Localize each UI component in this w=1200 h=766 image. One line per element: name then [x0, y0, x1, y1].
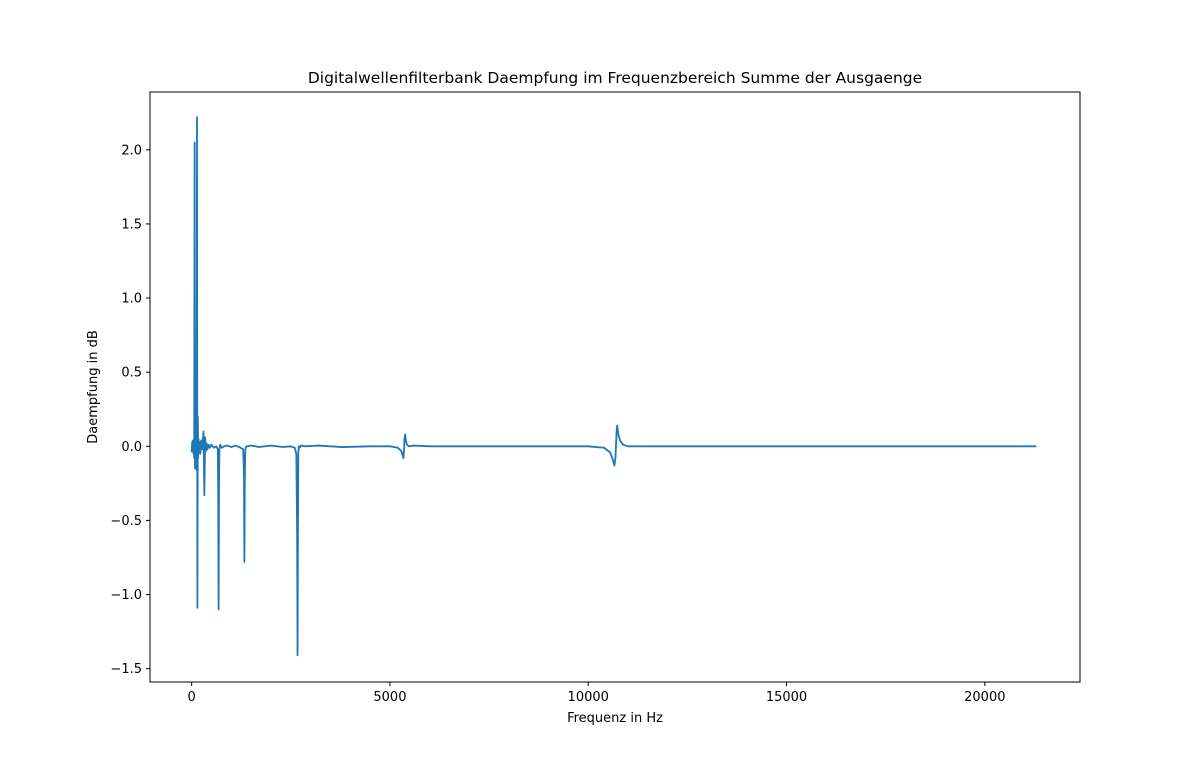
x-tick-label: 0 — [188, 690, 196, 705]
plot-area — [190, 116, 1037, 657]
y-tick-label: 0.0 — [121, 440, 142, 455]
x-axis: 0 5000 10000 15000 20000 — [188, 682, 1005, 705]
y-axis: −1.5 −1.0 −0.5 0.0 0.5 1.0 1.5 2.0 — [110, 143, 150, 677]
chart-title: Digitalwellenfilterbank Daempfung im Fre… — [308, 69, 922, 87]
x-tick-label: 5000 — [373, 690, 406, 705]
x-axis-label: Frequenz in Hz — [567, 711, 663, 726]
y-tick-label: −1.0 — [110, 588, 142, 603]
y-tick-label: 2.0 — [121, 143, 142, 158]
y-axis-label: Daempfung in dB — [86, 330, 101, 443]
plot-frame — [149, 91, 1081, 683]
y-tick-label: −1.5 — [110, 662, 142, 677]
series-line-0 — [190, 116, 1037, 657]
y-tick-label: 0.5 — [121, 366, 142, 381]
x-tick-label: 10000 — [568, 690, 609, 705]
y-tick-label: 1.0 — [121, 292, 142, 307]
y-tick-label: −0.5 — [110, 514, 142, 529]
y-tick-label: 1.5 — [121, 217, 142, 232]
x-tick-label: 20000 — [964, 690, 1005, 705]
x-tick-label: 15000 — [766, 690, 807, 705]
